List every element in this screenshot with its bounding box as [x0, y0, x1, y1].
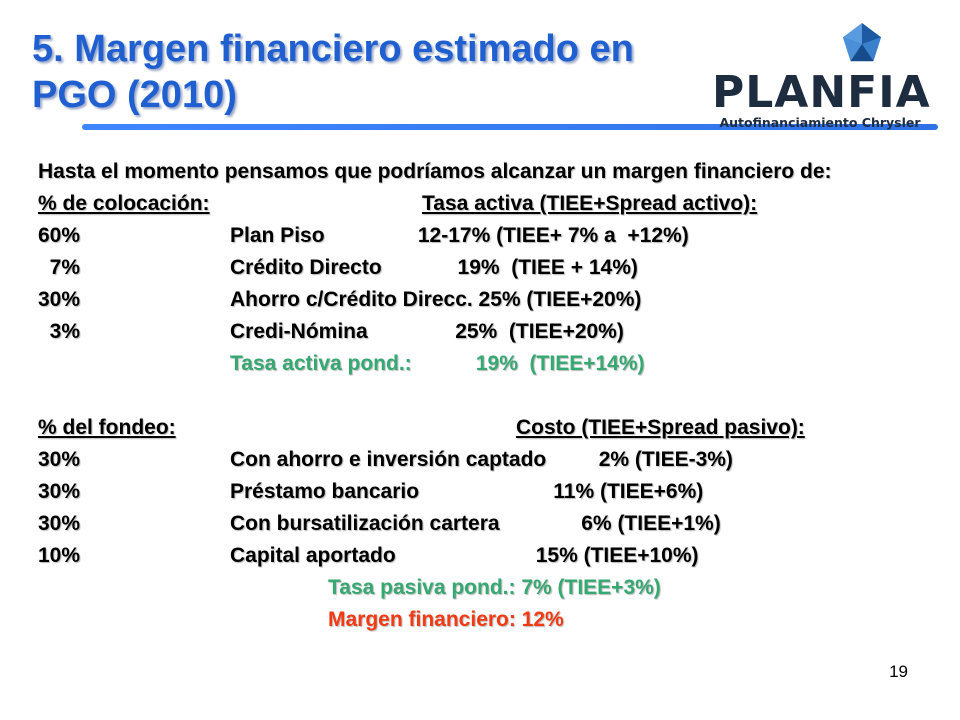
colocacion-header-right: Tasa activa (TIEE+Spread activo): [422, 192, 758, 215]
fondeo-header-right: Costo (TIEE+Spread pasivo): [516, 416, 805, 439]
fondeo-weighted-row: Tasa pasiva pond.: 7% (TIEE+3%) [38, 572, 920, 604]
fondeo-pct: 30% [38, 480, 81, 503]
colocacion-detail: Ahorro c/Crédito Direcc. 25% (TIEE+20%) [230, 288, 642, 311]
tasa-pasiva-ponderada: Tasa pasiva pond.: 7% (TIEE+3%) [328, 576, 661, 599]
colocacion-pct: 60% [38, 224, 81, 247]
colocacion-row: 30% Ahorro c/Crédito Direcc. 25% (TIEE+2… [38, 284, 920, 316]
fondeo-row: 30% Con bursatilización cartera 6% (TIEE… [38, 508, 920, 540]
fondeo-pct: 30% [38, 512, 81, 535]
logo-tagline: Autofinanciamiento Chrysler [719, 115, 921, 130]
colocacion-pct: 7% [38, 256, 81, 279]
fondeo-header: % del fondeo: Costo (TIEE+Spread pasivo)… [38, 412, 920, 444]
colocacion-pct: 30% [38, 288, 81, 311]
logo-wordmark: PLANFIA [712, 67, 931, 118]
fondeo-pct: 10% [38, 544, 81, 567]
colocacion-pct: 3% [38, 320, 81, 343]
colocacion-row: 7% Crédito Directo 19% (TIEE + 14%) [38, 252, 920, 284]
fondeo-pct: 30% [38, 448, 81, 471]
spacer [38, 380, 920, 412]
fondeo-detail: Préstamo bancario 11% (TIEE+6%) [230, 480, 704, 503]
fondeo-row: 30% Con ahorro e inversión captado 2% (T… [38, 444, 920, 476]
fondeo-row: 10% Capital aportado 15% (TIEE+10%) [38, 540, 920, 572]
slide-body: Hasta el momento pensamos que podríamos … [38, 156, 920, 636]
intro-text: Hasta el momento pensamos que podríamos … [38, 160, 832, 183]
page-number: 19 [889, 662, 908, 681]
colocacion-header: % de colocación: Tasa activa (TIEE+Sprea… [38, 188, 920, 220]
margen-financiero: Margen financiero: 12% [328, 608, 564, 631]
fondeo-detail: Capital aportado 15% (TIEE+10%) [230, 544, 699, 567]
planfia-logo: PLANFIA Autofinanciamiento Chrysler [700, 20, 940, 130]
fondeo-header-left: % del fondeo: [38, 416, 176, 439]
tasa-activa-ponderada: Tasa activa pond.: 19% (TIEE+14%) [230, 352, 645, 375]
colocacion-detail: Plan Piso 12-17% (TIEE+ 7% a +12%) [230, 224, 689, 247]
fondeo-detail: Con bursatilización cartera 6% (TIEE+1%) [230, 512, 721, 535]
colocacion-detail: Crédito Directo 19% (TIEE + 14%) [230, 256, 638, 279]
colocacion-weighted-row: Tasa activa pond.: 19% (TIEE+14%) [38, 348, 920, 380]
colocacion-detail: Credi-Nómina 25% (TIEE+20%) [230, 320, 624, 343]
pentastar-icon [841, 21, 883, 63]
colocacion-header-left: % de colocación: [38, 192, 210, 215]
fondeo-row: 30% Préstamo bancario 11% (TIEE+6%) [38, 476, 920, 508]
slide-title: 5. Margen financiero estimado en PGO (20… [32, 26, 692, 118]
colocacion-row: 3% Credi-Nómina 25% (TIEE+20%) [38, 316, 920, 348]
colocacion-row: 60% Plan Piso 12-17% (TIEE+ 7% a +12%) [38, 220, 920, 252]
margin-row: Margen financiero: 12% [38, 604, 920, 636]
title-underline [82, 124, 938, 130]
slide-title-line-1: 5. Margen financiero estimado en [32, 28, 634, 70]
fondeo-detail: Con ahorro e inversión captado 2% (TIEE-… [230, 448, 733, 471]
slide-title-line-2: PGO (2010) [32, 74, 237, 116]
